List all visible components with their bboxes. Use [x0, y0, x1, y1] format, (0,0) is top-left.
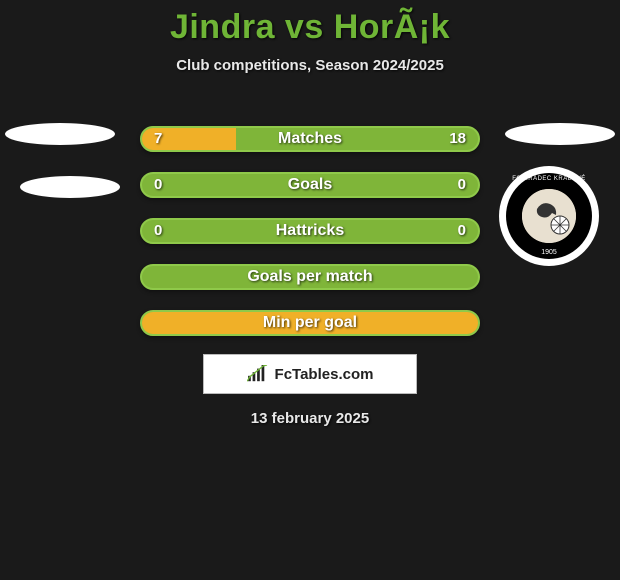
stat-row: Goals per match [0, 254, 620, 300]
stat-value-right: 0 [458, 174, 466, 196]
stat-label: Hattricks [142, 220, 478, 242]
stat-row: Goals0 0 [0, 162, 620, 208]
stats-area: FC HRADEC KRÁLOVÉ 1905 Matches718Goals00… [0, 116, 620, 346]
watermark-badge[interactable]: FcTables.com [203, 354, 417, 394]
page-title: Jindra vs HorÃ¡k [0, 8, 620, 47]
stat-label: Min per goal [142, 312, 478, 334]
stat-value-right: 0 [458, 220, 466, 242]
stat-row: Hattricks0 0 [0, 208, 620, 254]
date-label: 13 february 2025 [0, 410, 620, 427]
stat-row: Matches7 18 [0, 116, 620, 162]
comparison-widget: Jindra vs HorÃ¡k Club competitions, Seas… [0, 0, 620, 427]
stat-bar-track: Goals per match [140, 264, 480, 290]
watermark-text: FcTables.com [275, 366, 374, 383]
stat-row: Min per goal [0, 300, 620, 346]
stat-bar-track: Min per goal [140, 310, 480, 336]
stat-value-left: 7 [154, 128, 162, 150]
stat-bar-track: Matches7 18 [140, 126, 480, 152]
page-subtitle: Club competitions, Season 2024/2025 [0, 57, 620, 74]
bar-chart-icon [247, 365, 269, 383]
stat-bar-track: Hattricks0 0 [140, 218, 480, 244]
stat-value-left: 0 [154, 220, 162, 242]
stat-label: Goals [142, 174, 478, 196]
stat-value-right: 18 [449, 128, 466, 150]
stat-label: Goals per match [142, 266, 478, 288]
stat-value-left: 0 [154, 174, 162, 196]
stat-label: Matches [142, 128, 478, 150]
stat-bar-track: Goals0 0 [140, 172, 480, 198]
stat-rows: Matches718Goals00Hattricks00Goals per ma… [0, 116, 620, 346]
